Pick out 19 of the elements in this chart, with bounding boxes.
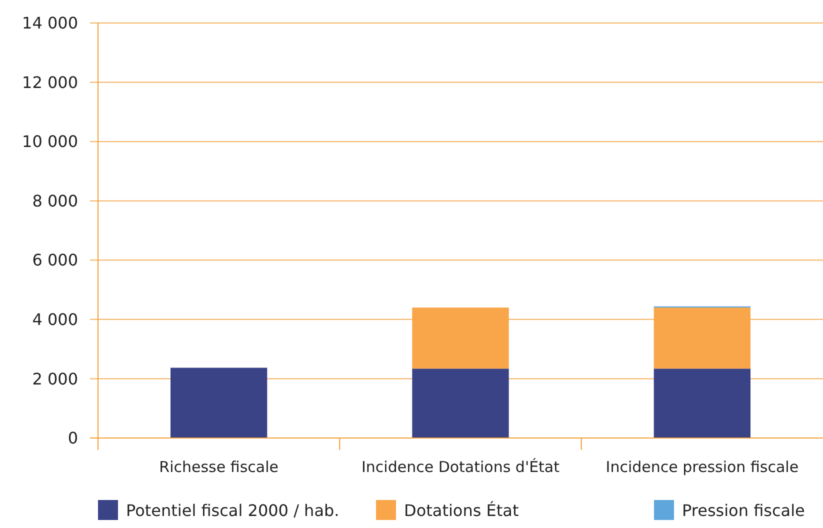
legend-label: Potentiel fiscal 2000 / hab. [126,501,340,520]
y-tick-label: 4 000 [32,310,78,330]
bar [412,368,509,438]
x-tick-label: Richesse fiscale [159,458,278,476]
bar [412,308,509,369]
legend-label: Dotations État [404,501,519,520]
y-tick-label: 6 000 [32,250,78,270]
legend-label: Pression fiscale [682,501,805,520]
y-tick-label: 14 000 [22,14,78,33]
y-tick-label: 2 000 [32,369,78,388]
bar [170,368,268,438]
bar [654,308,750,369]
y-tick-label: 10 000 [22,132,78,152]
y-tick-label: 12 000 [22,72,78,92]
y-tick-label: 0 [68,428,78,448]
y-tick-label: 8 000 [32,191,78,210]
x-tick-label: Incidence Dotations d'État [361,458,560,476]
bar [654,368,750,438]
x-tick-label: Incidence pression fiscale [606,458,799,476]
